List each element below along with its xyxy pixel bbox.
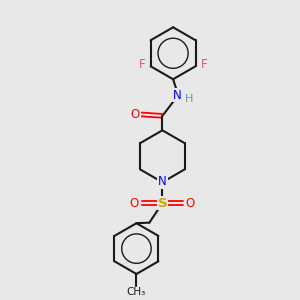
Text: O: O (131, 108, 140, 121)
Text: S: S (158, 196, 167, 209)
Text: F: F (201, 58, 208, 71)
Text: CH₃: CH₃ (127, 287, 146, 298)
Text: N: N (158, 175, 167, 188)
Text: F: F (139, 58, 145, 71)
Text: O: O (186, 196, 195, 209)
Text: H: H (185, 94, 194, 103)
Text: O: O (130, 196, 139, 209)
Text: N: N (172, 88, 181, 102)
